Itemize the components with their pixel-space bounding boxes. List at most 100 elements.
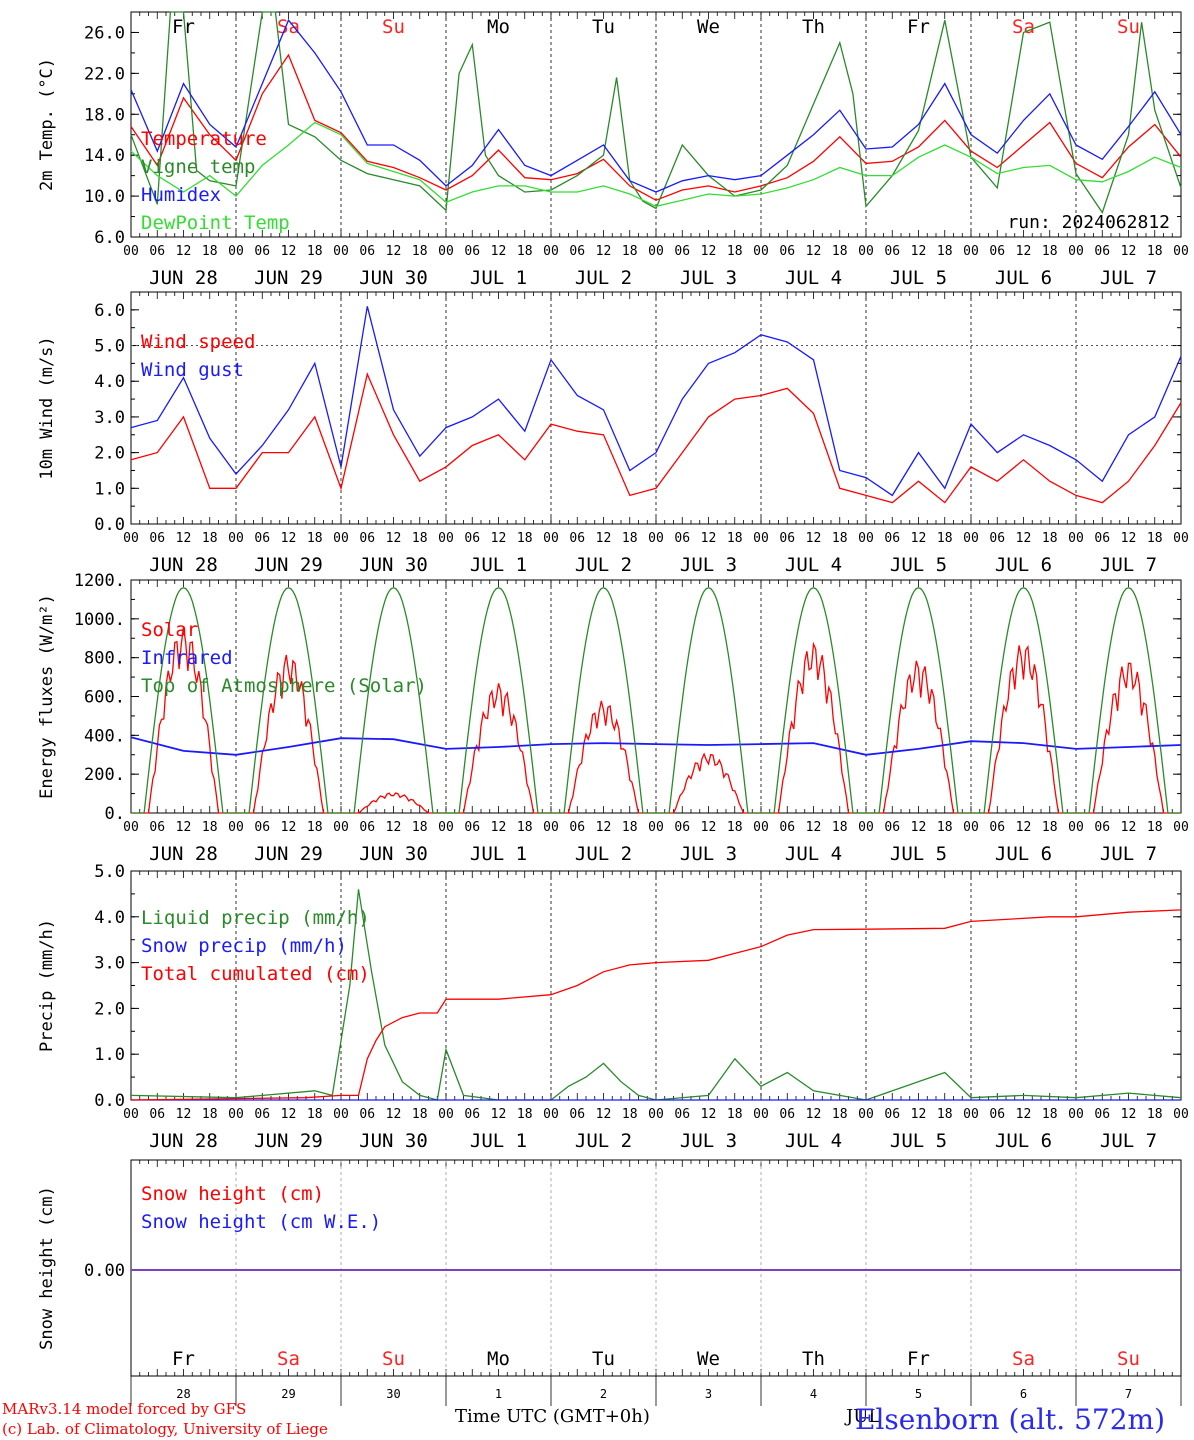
date-label: JUL 6 xyxy=(995,1130,1052,1152)
hour-tick-label: 18 xyxy=(622,1107,638,1122)
hour-tick-label: 00 xyxy=(123,531,139,546)
hour-tick-label: 06 xyxy=(779,531,795,546)
hour-tick-label: 12 xyxy=(1016,1107,1032,1122)
hour-tick-label: 06 xyxy=(359,531,375,546)
hour-tick-label: 12 xyxy=(806,820,822,835)
day-number-label: 30 xyxy=(386,1387,400,1401)
day-of-week-label: Fr xyxy=(907,1348,930,1370)
hour-tick-label: 06 xyxy=(464,531,480,546)
hour-tick-label: 18 xyxy=(517,1107,533,1122)
legend-label: Humidex xyxy=(141,184,221,206)
y-tick-label: 0. xyxy=(105,804,125,824)
model-label: MARv3.14 model forced by GFS xyxy=(2,1400,247,1418)
hour-tick-label: 12 xyxy=(491,531,507,546)
day-of-week-label: Su xyxy=(382,16,405,38)
series-line-1 xyxy=(130,306,1182,497)
hour-tick-label: 18 xyxy=(832,244,848,259)
hour-tick-label: 12 xyxy=(1121,1107,1137,1122)
date-label: JUL 6 xyxy=(995,843,1052,865)
day-of-week-label: Tu xyxy=(592,16,615,38)
y-tick-label: 18.0 xyxy=(84,105,125,125)
hour-tick-label: 12 xyxy=(386,244,402,259)
day-of-week-label: Th xyxy=(802,1348,825,1370)
date-label: JUL 3 xyxy=(680,843,737,865)
date-label: JUL 2 xyxy=(575,554,632,576)
hour-tick-label: 00 xyxy=(1173,820,1189,835)
hour-tick-label: 06 xyxy=(884,820,900,835)
hour-tick-label: 12 xyxy=(281,244,297,259)
hour-tick-label: 18 xyxy=(937,1107,953,1122)
date-label: JUN 28 xyxy=(149,554,218,576)
hour-tick-label: 12 xyxy=(1016,531,1032,546)
run-label: run: 2024062812 xyxy=(1007,212,1170,233)
hour-tick-label: 06 xyxy=(779,820,795,835)
hour-tick-label: 12 xyxy=(1121,244,1137,259)
hour-tick-label: 00 xyxy=(648,244,664,259)
y-tick-label: 3.0 xyxy=(94,954,125,974)
hour-tick-label: 06 xyxy=(674,820,690,835)
hour-tick-label: 00 xyxy=(753,531,769,546)
hour-tick-label: 00 xyxy=(438,531,454,546)
legend-label: Liquid precip (mm/h) xyxy=(141,907,370,929)
hour-tick-label: 00 xyxy=(228,1107,244,1122)
hour-tick-label: 00 xyxy=(858,1107,874,1122)
hour-tick-label: 06 xyxy=(149,531,165,546)
hour-tick-label: 00 xyxy=(858,820,874,835)
hour-tick-label: 00 xyxy=(543,244,559,259)
hour-tick-label: 06 xyxy=(359,820,375,835)
hour-tick-label: 00 xyxy=(333,244,349,259)
date-label: JUL 2 xyxy=(575,843,632,865)
hour-tick-label: 00 xyxy=(333,531,349,546)
date-label: JUN 29 xyxy=(254,843,323,865)
y-tick-label: 0.00 xyxy=(84,1261,125,1281)
day-number-label: 6 xyxy=(1020,1387,1027,1401)
date-label: JUN 30 xyxy=(359,267,428,289)
hour-tick-label: 12 xyxy=(491,244,507,259)
date-label: JUL 7 xyxy=(1100,843,1157,865)
date-label: JUN 28 xyxy=(149,1130,218,1152)
legend-label: Temperature xyxy=(141,128,267,150)
series-line-1 xyxy=(130,736,1182,756)
hour-tick-label: 18 xyxy=(307,531,323,546)
y-tick-label: 3.0 xyxy=(94,408,125,428)
hour-tick-label: 00 xyxy=(333,820,349,835)
day-of-week-label: Fr xyxy=(172,16,195,38)
series-line-2 xyxy=(130,909,1182,1101)
y-tick-label: 800. xyxy=(84,649,125,669)
y-axis-label: Energy fluxes (W/m²) xyxy=(37,594,57,799)
series-line-2 xyxy=(131,587,1181,814)
hour-tick-label: 18 xyxy=(1042,820,1058,835)
date-label: JUL 1 xyxy=(470,554,527,576)
hour-tick-label: 12 xyxy=(176,244,192,259)
hour-tick-label: 18 xyxy=(202,820,218,835)
hour-tick-label: 00 xyxy=(858,244,874,259)
hour-tick-label: 12 xyxy=(491,1107,507,1122)
hour-tick-label: 06 xyxy=(674,1107,690,1122)
hour-tick-label: 06 xyxy=(464,244,480,259)
day-of-week-label: We xyxy=(697,1348,720,1370)
day-of-week-label: We xyxy=(697,16,720,38)
hour-tick-label: 00 xyxy=(438,1107,454,1122)
hour-tick-label: 00 xyxy=(1068,244,1084,259)
date-label: JUL 3 xyxy=(680,554,737,576)
date-label: JUL 4 xyxy=(785,554,842,576)
date-label: JUL 5 xyxy=(890,1130,947,1152)
hour-tick-label: 06 xyxy=(254,820,270,835)
hour-tick-label: 12 xyxy=(176,1107,192,1122)
hour-tick-label: 18 xyxy=(727,531,743,546)
y-tick-label: 600. xyxy=(84,688,125,708)
hour-tick-label: 00 xyxy=(1173,244,1189,259)
date-label: JUL 7 xyxy=(1100,1130,1157,1152)
hour-tick-label: 00 xyxy=(858,531,874,546)
hour-tick-label: 18 xyxy=(517,531,533,546)
day-of-week-label: Su xyxy=(1117,16,1140,38)
hour-tick-label: 12 xyxy=(176,531,192,546)
hour-tick-label: 00 xyxy=(228,820,244,835)
hour-tick-label: 00 xyxy=(123,1107,139,1122)
date-label: JUN 29 xyxy=(254,1130,323,1152)
series-line-2 xyxy=(130,18,1182,193)
legend-label: Snow height (cm W.E.) xyxy=(141,1211,381,1233)
hour-tick-label: 00 xyxy=(228,531,244,546)
hour-tick-label: 06 xyxy=(254,244,270,259)
series-line-0 xyxy=(130,372,1182,504)
